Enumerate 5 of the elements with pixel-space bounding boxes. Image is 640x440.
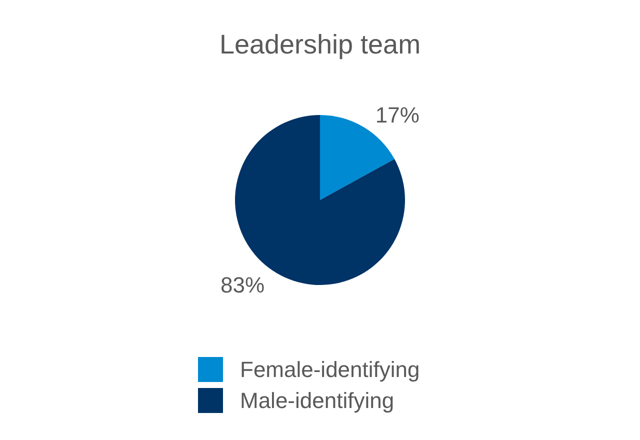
data-label: 83% [220,272,265,298]
data-label: 17% [375,102,420,128]
legend-label: Female-identifying [240,357,420,382]
chart-title: Leadership team [219,30,421,60]
legend-label: Male-identifying [240,388,394,413]
